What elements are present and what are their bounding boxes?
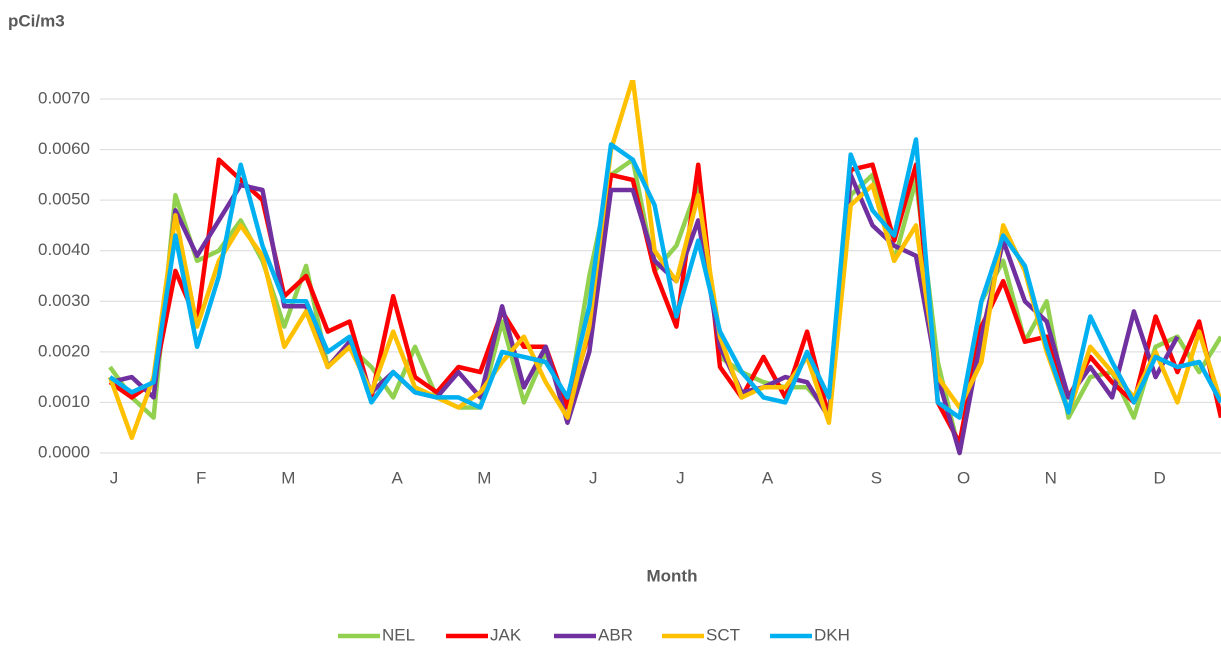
y-tick-label: 0.0010 — [38, 392, 90, 411]
x-tick-label: A — [392, 468, 404, 487]
y-tick-label: 0.0050 — [38, 190, 90, 209]
legend-label: SCT — [706, 625, 740, 644]
x-tick-label: F — [196, 468, 206, 487]
grid: 0.0000 0.0010 0.0020 0.0030 0.0040 0.0050 0.00… — [38, 88, 1221, 487]
x-tick-label: M — [281, 468, 295, 487]
x-tick-label: M — [477, 468, 491, 487]
legend-label: NEL — [382, 625, 415, 644]
x-tick-label: N — [1045, 468, 1057, 487]
y-tick-label: 0.0000 — [38, 442, 90, 461]
x-tick-label: J — [110, 468, 119, 487]
y-tick-label: 0.0070 — [38, 88, 90, 107]
x-tick-label: O — [957, 468, 970, 487]
series-line — [108, 137, 1221, 420]
x-tick-label: A — [762, 468, 774, 487]
chart-title: pCi/m3 — [8, 11, 65, 30]
x-tick-label: D — [1154, 468, 1166, 487]
x-tick-label: J — [676, 468, 685, 487]
y-tick-label: 0.0060 — [38, 139, 90, 158]
series-line — [108, 157, 1221, 446]
y-tick-label: 0.0020 — [38, 341, 90, 360]
x-tick-label: S — [871, 468, 882, 487]
legend-label: ABR — [598, 625, 633, 644]
legend-label: DKH — [814, 625, 850, 644]
legend: NEL JAK ABR SCT DKH — [338, 625, 850, 644]
x-tick-label: J — [589, 468, 598, 487]
lines — [107, 80, 1221, 456]
y-tick-label: 0.0040 — [38, 240, 90, 259]
x-axis-label: Month — [647, 566, 698, 585]
legend-label: JAK — [490, 625, 522, 644]
y-tick-label: 0.0030 — [38, 291, 90, 310]
